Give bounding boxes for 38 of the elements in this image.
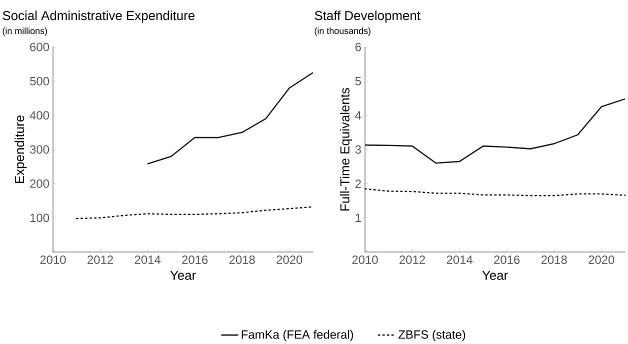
x-tick-label: 2020 — [276, 255, 302, 264]
y-tick-label: 400 — [30, 111, 50, 120]
x-tick-label: 2016 — [494, 255, 520, 264]
chart-subtitle: (in millions) — [2, 27, 47, 36]
chart-subtitle: (in thousands) — [314, 27, 370, 36]
x-tick-label: 2014 — [446, 255, 472, 264]
x-tick-label: 2012 — [400, 255, 425, 264]
x-tick-label: 2016 — [182, 255, 208, 264]
y-tick-label: 6 — [355, 42, 361, 52]
y-tick-label: 500 — [30, 76, 50, 86]
x-axis-title: Year — [482, 270, 508, 280]
chart-title: Staff Development — [314, 10, 420, 23]
line-series — [76, 206, 314, 220]
y-tick-label: 4 — [355, 111, 362, 120]
legend-label: FamKa (FEA federal) — [242, 330, 354, 342]
x-tick-label: 2010 — [40, 255, 66, 264]
x-tick-label: 2012 — [88, 255, 113, 264]
y-tick-label: 2 — [355, 179, 361, 188]
y-tick-label: 5 — [355, 76, 361, 86]
line-series — [146, 72, 314, 164]
y-tick-label: 100 — [30, 214, 50, 222]
y-tick-label: 1 — [356, 214, 361, 222]
x-tick-label: 2014 — [134, 255, 160, 264]
y-axis-title: Full-Time Equivalents — [340, 88, 352, 210]
y-axis-title: Expenditure — [14, 115, 27, 183]
x-tick-label: 2018 — [541, 255, 567, 264]
y-tick-label: 600 — [30, 42, 50, 52]
line-series — [364, 98, 626, 164]
x-tick-label: 2010 — [352, 255, 378, 264]
x-tick-label: 2020 — [588, 255, 614, 264]
x-tick-label: 2018 — [229, 255, 255, 264]
y-tick-label: 300 — [30, 145, 50, 154]
line-series — [364, 188, 626, 196]
x-axis-title: Year — [170, 270, 196, 280]
legend-label: ZBFS (state) — [398, 330, 466, 342]
y-tick-label: 200 — [30, 179, 50, 188]
y-tick-label: 3 — [355, 145, 361, 154]
chart-title: Social Administrative Expenditure — [2, 10, 195, 23]
